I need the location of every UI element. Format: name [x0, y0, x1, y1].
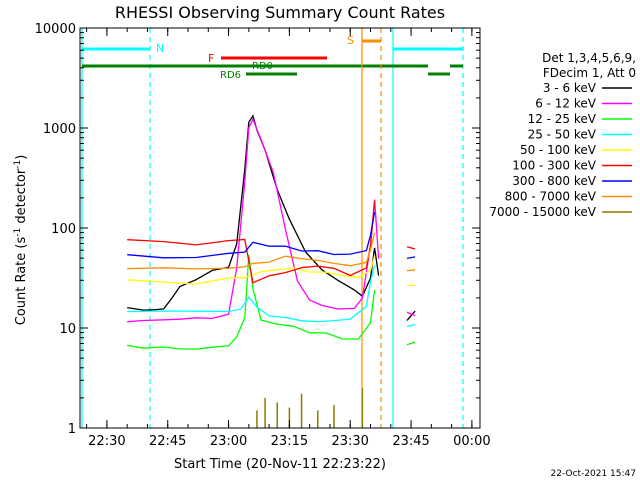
legend-header-1: Det 1,3,4,5,6,9, [542, 51, 636, 65]
legend-label: 6 - 12 keV [535, 97, 597, 111]
legend-header-2: FDecim 1, Att 0 [543, 66, 636, 80]
x-tick-label: 22:30 [88, 434, 125, 449]
flag-label-rd6: RD6 [220, 70, 241, 81]
y-axis-label-mid: detector [14, 168, 29, 228]
y-axis-label-end: ) [14, 155, 29, 160]
legend-label: 3 - 6 keV [543, 81, 597, 95]
flags-layer: N F RD0 RD6 S [81, 28, 464, 428]
legend-label: 7000 - 15000 keV [489, 205, 596, 219]
legend-label: 100 - 300 keV [512, 159, 596, 173]
plot-frame [79, 27, 481, 429]
series-line [127, 117, 416, 323]
chart-title: RHESSI Observing Summary Count Rates [115, 3, 445, 22]
y-tick-label: 1000 [43, 122, 76, 137]
legend-label: 300 - 800 keV [512, 174, 596, 188]
series-line [127, 201, 416, 284]
flag-label-n: N [156, 42, 164, 55]
legend-label: 50 - 100 keV [520, 143, 597, 157]
y-tick-label: 100 [51, 222, 76, 237]
y-tick-label: 1 [68, 422, 76, 437]
y-tick-label: 10000 [35, 22, 76, 37]
x-tick-label: 23:00 [210, 434, 247, 449]
flag-label-f: F [208, 52, 214, 65]
x-tick-label: 00:00 [453, 434, 490, 449]
x-tick-label: 23:30 [331, 434, 368, 449]
legend-label: 25 - 50 keV [528, 128, 597, 142]
series-layer [127, 114, 416, 428]
y-axis-label-exp1: -1 [13, 228, 23, 237]
x-axis-label: Start Time (20-Nov-11 22:23:22) [174, 457, 386, 472]
x-tick-label: 23:45 [392, 434, 429, 449]
series-line [127, 265, 416, 328]
footer-timestamp: 22-Oct-2021 15:47 [551, 469, 636, 479]
series-line [127, 255, 416, 287]
x-tick-label: 22:45 [149, 434, 186, 449]
series-line [127, 211, 416, 260]
series-line [127, 114, 416, 321]
y-axis-label: Count Rate (s-1 detector-1) [13, 155, 29, 326]
flag-label-s: S [347, 34, 354, 47]
flag-label-rd0: RD0 [252, 61, 273, 72]
x-tick-label: 23:15 [271, 434, 308, 449]
series-line [127, 232, 416, 272]
y-tick-label: 10 [59, 322, 76, 337]
axes: 1 10 100 1000 10000 22:30 22:45 23:00 23:15 23:30… [35, 22, 491, 449]
legend-label: 12 - 25 keV [528, 112, 597, 126]
y-axis-label-exp2: -1 [13, 160, 23, 169]
legend-label: 800 - 7000 keV [505, 190, 597, 204]
y-axis-label-main: Count Rate (s [14, 237, 29, 326]
legend: Det 1,3,4,5,6,9, FDecim 1, Att 0 3 - 6 k… [489, 51, 636, 219]
